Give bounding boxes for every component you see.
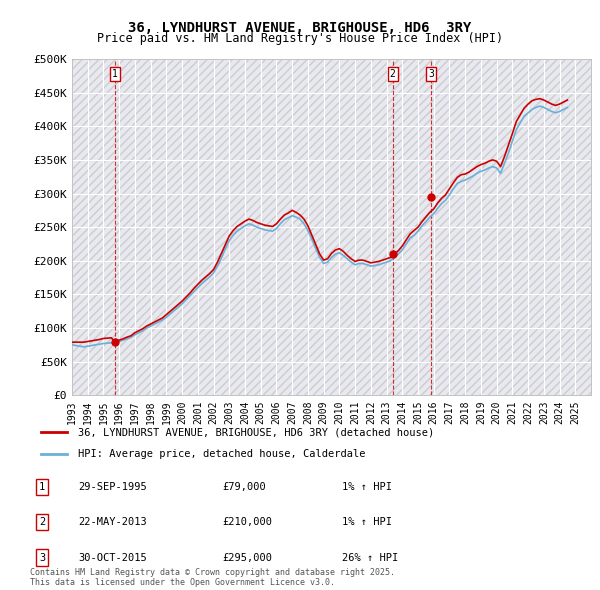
Text: £79,000: £79,000 bbox=[222, 482, 266, 491]
Text: 36, LYNDHURST AVENUE, BRIGHOUSE, HD6  3RY: 36, LYNDHURST AVENUE, BRIGHOUSE, HD6 3RY bbox=[128, 21, 472, 35]
Text: 36, LYNDHURST AVENUE, BRIGHOUSE, HD6 3RY (detached house): 36, LYNDHURST AVENUE, BRIGHOUSE, HD6 3RY… bbox=[77, 427, 434, 437]
Text: 2: 2 bbox=[39, 517, 45, 527]
Text: 1% ↑ HPI: 1% ↑ HPI bbox=[342, 482, 392, 491]
Text: HPI: Average price, detached house, Calderdale: HPI: Average price, detached house, Cald… bbox=[77, 450, 365, 459]
Text: £210,000: £210,000 bbox=[222, 517, 272, 527]
Text: 29-SEP-1995: 29-SEP-1995 bbox=[78, 482, 147, 491]
Text: 1% ↑ HPI: 1% ↑ HPI bbox=[342, 517, 392, 527]
Text: 30-OCT-2015: 30-OCT-2015 bbox=[78, 553, 147, 562]
Text: 3: 3 bbox=[428, 69, 434, 79]
Text: 26% ↑ HPI: 26% ↑ HPI bbox=[342, 553, 398, 562]
Text: 3: 3 bbox=[39, 553, 45, 562]
Text: Contains HM Land Registry data © Crown copyright and database right 2025.
This d: Contains HM Land Registry data © Crown c… bbox=[30, 568, 395, 587]
Text: 2: 2 bbox=[390, 69, 395, 79]
Text: 22-MAY-2013: 22-MAY-2013 bbox=[78, 517, 147, 527]
Text: 1: 1 bbox=[112, 69, 118, 79]
Text: Price paid vs. HM Land Registry's House Price Index (HPI): Price paid vs. HM Land Registry's House … bbox=[97, 32, 503, 45]
Text: 1: 1 bbox=[39, 482, 45, 491]
Text: £295,000: £295,000 bbox=[222, 553, 272, 562]
